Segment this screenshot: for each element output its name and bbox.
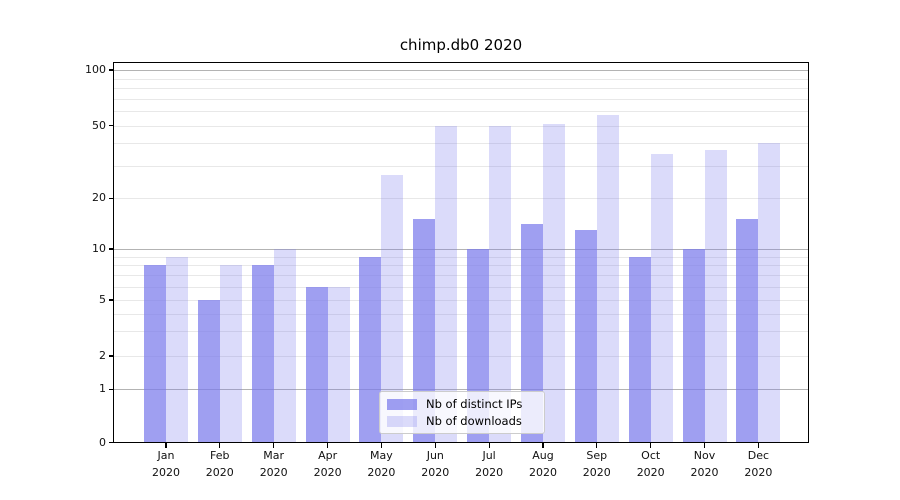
legend-label-downloads: Nb of downloads (426, 414, 522, 428)
gridline-minor-3 (113, 331, 809, 333)
y-tick-mark-2 (108, 355, 113, 357)
bar-nb-of-downloads-mar-2020 (273, 249, 296, 443)
bar-nb-of-distinct-ips-dec-2020 (736, 219, 759, 443)
y-tick-label-50: 50 (92, 118, 106, 132)
gridline-minor-90 (113, 78, 809, 80)
gridline-minor-2 (113, 356, 809, 357)
gridline-minor-50 (113, 125, 809, 127)
y-tick-label-100: 100 (85, 63, 106, 76)
chart-title: chimp.db0 2020 (399, 36, 523, 54)
bar-nb-of-distinct-ips-may-2020 (359, 256, 382, 443)
x-tick-label-may-2020: May 2020 (367, 449, 396, 479)
x-tick-label-apr-2020: Apr 2020 (313, 449, 342, 479)
x-tick-mark-mar-2020 (273, 443, 275, 448)
y-tick-mark-0 (108, 442, 113, 444)
bar-nb-of-downloads-apr-2020 (327, 286, 350, 443)
x-tick-label-sep-2020: Sep 2020 (582, 449, 611, 479)
gridline-minor-8 (113, 265, 809, 267)
gridline-minor-30 (113, 166, 809, 168)
x-tick-mark-oct-2020 (650, 443, 652, 448)
gridline-minor-60 (113, 111, 809, 112)
bar-nb-of-distinct-ips-feb-2020 (197, 300, 220, 443)
legend-swatch-distinct-ips (387, 398, 417, 410)
y-tick-mark-10 (108, 248, 113, 250)
x-tick-mark-dec-2020 (757, 443, 759, 448)
y-tick-mark-50 (108, 125, 113, 127)
x-tick-mark-may-2020 (380, 443, 383, 448)
gridline-minor-6 (113, 286, 809, 288)
gridline-minor-40 (113, 143, 809, 145)
bar-nb-of-downloads-aug-2020 (542, 124, 565, 443)
x-tick-label-jun-2020: Jun 2020 (421, 449, 450, 479)
bar-nb-of-downloads-jan-2020 (166, 256, 188, 443)
x-tick-label-feb-2020: Feb 2020 (205, 449, 234, 479)
plot-area: Nb of distinct IPs Nb of downloads (113, 62, 809, 443)
y-tick-mark-20 (108, 197, 113, 199)
bar-nb-of-distinct-ips-mar-2020 (251, 265, 274, 443)
legend-swatch-downloads (387, 415, 417, 427)
gridline-major-10 (113, 249, 809, 250)
gridline-minor-20 (113, 198, 809, 200)
bar-nb-of-downloads-dec-2020 (758, 143, 781, 443)
y-tick-label-5: 5 (99, 293, 106, 306)
gridline-major-1 (113, 389, 809, 391)
bar-nb-of-distinct-ips-jan-2020 (144, 265, 166, 443)
y-tick-label-0: 0 (99, 435, 106, 449)
bar-nb-of-downloads-jun-2020 (435, 125, 458, 443)
bar-nb-of-downloads-oct-2020 (650, 154, 673, 443)
y-tick-mark-5 (108, 299, 113, 301)
y-tick-label-20: 20 (92, 191, 106, 205)
y-tick-label-1: 1 (99, 382, 106, 396)
gridline-minor-9 (113, 256, 809, 258)
y-tick-mark-1 (108, 388, 113, 390)
gridline-minor-5 (113, 300, 809, 301)
x-tick-mark-jan-2020 (165, 443, 167, 448)
bar-nb-of-distinct-ips-aug-2020 (520, 224, 543, 443)
legend-item-downloads: Nb of downloads (380, 414, 544, 428)
x-tick-mark-jul-2020 (488, 443, 490, 448)
x-tick-mark-nov-2020 (703, 443, 706, 448)
x-tick-mark-apr-2020 (326, 443, 329, 448)
x-tick-label-nov-2020: Nov 2020 (690, 449, 719, 479)
x-tick-label-jul-2020: Jul 2020 (475, 449, 504, 479)
x-tick-label-jan-2020: Jan 2020 (152, 449, 180, 479)
bar-nb-of-downloads-sep-2020 (596, 115, 619, 443)
bar-nb-of-distinct-ips-jun-2020 (413, 219, 436, 443)
gridline-minor-80 (113, 87, 809, 89)
bar-nb-of-distinct-ips-sep-2020 (574, 229, 597, 443)
bar-nb-of-downloads-jul-2020 (489, 125, 512, 443)
legend-item-distinct-ips: Nb of distinct IPs (380, 397, 544, 411)
x-tick-mark-aug-2020 (542, 443, 544, 448)
legend: Nb of distinct IPs Nb of downloads (379, 391, 545, 434)
gridline-minor-70 (113, 98, 809, 100)
bar-nb-of-distinct-ips-nov-2020 (682, 249, 705, 443)
x-tick-label-oct-2020: Oct 2020 (636, 449, 665, 479)
x-tick-label-dec-2020: Dec 2020 (744, 449, 773, 479)
x-tick-label-mar-2020: Mar 2020 (259, 449, 288, 479)
gridline-minor-7 (113, 275, 809, 277)
bar-nb-of-distinct-ips-oct-2020 (628, 256, 651, 443)
y-tick-label-2: 2 (99, 349, 106, 362)
y-tick-label-10: 10 (92, 242, 106, 255)
x-tick-label-aug-2020: Aug 2020 (529, 449, 557, 479)
x-tick-mark-sep-2020 (596, 443, 598, 448)
gridline-minor-4 (113, 313, 809, 315)
bar-nb-of-distinct-ips-apr-2020 (305, 286, 328, 443)
x-tick-mark-jun-2020 (434, 443, 436, 448)
bar-nb-of-downloads-may-2020 (381, 174, 404, 443)
y-tick-mark-100 (108, 69, 113, 71)
x-tick-mark-feb-2020 (219, 443, 221, 448)
bar-nb-of-downloads-feb-2020 (219, 265, 242, 443)
gridline-major-100 (113, 70, 809, 71)
bar-nb-of-downloads-nov-2020 (704, 149, 727, 443)
legend-label-distinct-ips: Nb of distinct IPs (426, 397, 523, 411)
